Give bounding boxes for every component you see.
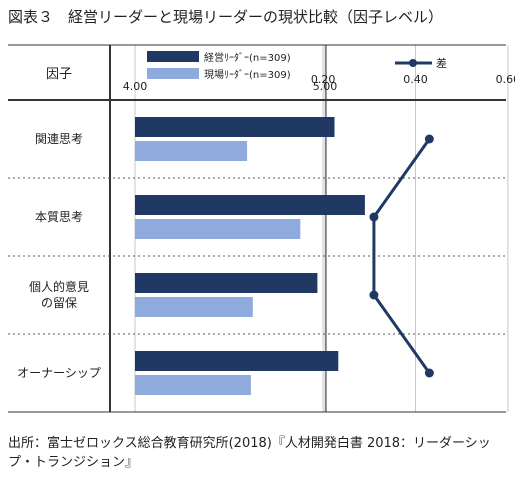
category-label-2: 個人的意見の留保 bbox=[29, 279, 89, 310]
diff-point-2 bbox=[369, 290, 379, 300]
line-tick-label-1: 0.40 bbox=[403, 73, 428, 86]
bar-0-2 bbox=[135, 273, 318, 293]
diff-series-line bbox=[372, 138, 431, 374]
line-tick-label-2: 0.60 bbox=[496, 73, 515, 86]
category-label-0: 関連思考 bbox=[35, 132, 83, 146]
category-header: 因子 bbox=[46, 67, 72, 82]
bar-1-2 bbox=[135, 297, 253, 317]
diff-point-1 bbox=[369, 212, 379, 222]
legend-swatch-0 bbox=[147, 51, 199, 62]
bar-1-1 bbox=[135, 219, 301, 239]
legend-line-label-0: 差 bbox=[436, 56, 447, 70]
bar-1-3 bbox=[135, 375, 251, 395]
bar-1-0 bbox=[135, 141, 248, 161]
chart-area: 因子 4.00 5.000.20 0.40 0.60 経営ﾘｰﾀﾞｰ(n=309) 現場ﾘｰ… bbox=[8, 44, 515, 413]
category-label-3: オーナーシップ bbox=[17, 366, 101, 380]
line-tick-label-0: 0.20 bbox=[311, 73, 336, 86]
category-label-1: 本質思考 bbox=[35, 209, 83, 224]
legend-label-0: 経営ﾘｰﾀﾞｰ(n=309) bbox=[204, 51, 291, 64]
diff-point-0 bbox=[424, 134, 434, 144]
legend-label-1: 現場ﾘｰﾀﾞｰ(n=309) bbox=[204, 68, 291, 81]
legend-marker-0 bbox=[409, 59, 417, 67]
bar-0-1 bbox=[135, 195, 365, 215]
bar-tick-label-0: 4.00 bbox=[123, 80, 148, 93]
source-note: 出所：富士ゼロックス総合教育研究所(2018)『人材開発白書 2018：リーダー… bbox=[8, 436, 491, 470]
bar-0-0 bbox=[135, 117, 335, 137]
bar-0-3 bbox=[135, 351, 339, 371]
legend-swatch-1 bbox=[147, 68, 199, 79]
bar-tick-label-1: 5.00 bbox=[313, 80, 338, 93]
diff-point-3 bbox=[424, 368, 434, 378]
chart-title: 図表３ 経営リーダーと現場リーダーの現状比較（因子レベル） bbox=[8, 8, 444, 26]
